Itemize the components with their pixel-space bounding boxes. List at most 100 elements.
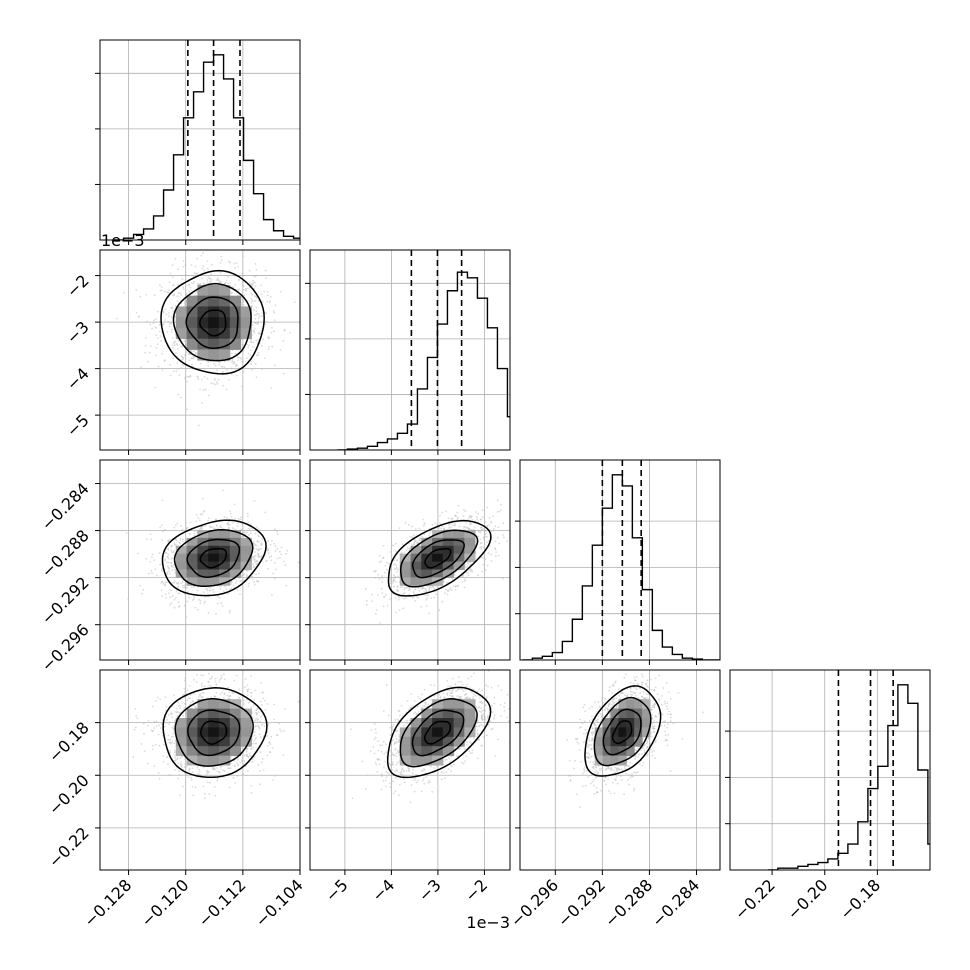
- scatter-point: [246, 357, 249, 360]
- density-block: [197, 349, 209, 361]
- scatter-point: [469, 524, 472, 526]
- scatter-point: [378, 561, 381, 564]
- scatter-point: [194, 265, 197, 268]
- scatter-point: [152, 322, 155, 324]
- scatter-point: [206, 589, 209, 592]
- scatter-point: [182, 266, 185, 268]
- scatter-point: [480, 518, 482, 521]
- scatter-point: [246, 512, 249, 515]
- scatter-point: [191, 363, 193, 366]
- scatter-point: [163, 725, 166, 728]
- scatter-point: [402, 607, 405, 610]
- density-block: [208, 530, 220, 539]
- scatter-point: [217, 361, 220, 363]
- scatter-point: [248, 269, 251, 272]
- scatter-point: [227, 260, 230, 263]
- density-block: [219, 285, 231, 297]
- density-block: [208, 285, 220, 297]
- scatter-point: [234, 518, 237, 520]
- scatter-point: [375, 609, 378, 611]
- scatter-point: [174, 352, 177, 355]
- scatter-point: [192, 282, 195, 285]
- scatter-point: [209, 526, 212, 529]
- scatter-point: [173, 341, 176, 344]
- scatter-point: [123, 292, 125, 294]
- scatter-point: [435, 593, 438, 596]
- scatter-point: [159, 526, 162, 529]
- scatter-point: [470, 515, 473, 518]
- scatter-point: [229, 583, 232, 586]
- density-block: [197, 295, 209, 307]
- scatter-point: [251, 293, 254, 296]
- scatter-point: [269, 543, 272, 546]
- scatter-point: [175, 524, 177, 527]
- scatter-point: [466, 572, 469, 574]
- scatter-point: [253, 580, 256, 583]
- scatter-point: [261, 315, 263, 317]
- scatter-point: [155, 720, 158, 722]
- panel-frame: [309, 249, 511, 451]
- scatter-point: [418, 527, 421, 530]
- scatter-point: [171, 551, 174, 554]
- scatter-point: [185, 521, 188, 524]
- scatter-point: [221, 605, 224, 607]
- scatter-point: [184, 377, 186, 379]
- scatter-point: [177, 585, 180, 588]
- scatter-point: [253, 558, 256, 561]
- scatter-point: [463, 526, 465, 528]
- scatter-point: [381, 577, 384, 580]
- scatter-point: [488, 516, 491, 519]
- scatter-point: [404, 521, 407, 524]
- density-block: [453, 530, 465, 539]
- scatter-point: [392, 578, 395, 580]
- scatter-point: [258, 313, 260, 316]
- scatter-point: [268, 336, 271, 339]
- scatter-point: [252, 742, 255, 745]
- scatter-point: [377, 573, 380, 576]
- scatter-point: [228, 611, 231, 614]
- scatter-point: [142, 589, 145, 591]
- scatter-point: [237, 522, 239, 525]
- scatter-point: [169, 364, 172, 366]
- scatter-point: [225, 279, 228, 282]
- scatter-point: [270, 331, 273, 334]
- scatter-point: [206, 267, 209, 270]
- scatter-point: [170, 545, 173, 548]
- scatter-point: [253, 314, 256, 317]
- scatter-point: [184, 264, 187, 267]
- scatter-point: [216, 369, 218, 372]
- scatter-point: [451, 588, 453, 591]
- scatter-point: [222, 590, 225, 592]
- scatter-point: [405, 597, 407, 599]
- scatter-point: [250, 292, 253, 295]
- scatter-point: [393, 563, 395, 566]
- scatter-point: [169, 589, 172, 591]
- scatter-point: [235, 374, 238, 377]
- scatter-point: [416, 541, 419, 544]
- scatter-point: [221, 371, 224, 374]
- scatter-point: [285, 552, 287, 555]
- scatter-point: [175, 590, 178, 592]
- scatter-point: [390, 578, 392, 581]
- scatter-point: [202, 497, 204, 500]
- scatter-point: [250, 363, 253, 366]
- scatter-point: [384, 565, 387, 567]
- density-block: [197, 545, 209, 555]
- scatter-point: [182, 540, 184, 543]
- scatter-point: [168, 592, 170, 594]
- scatter-point: [149, 533, 152, 535]
- scatter-point: [441, 511, 443, 514]
- scatter-point: [393, 559, 395, 562]
- density-block: [432, 553, 444, 563]
- contour-level-2: [172, 283, 252, 362]
- scatter-point: [170, 557, 173, 560]
- scatter-point: [257, 317, 260, 320]
- scatter-point: [482, 563, 485, 566]
- scatter-point: [235, 363, 238, 366]
- scatter-point: [199, 600, 202, 602]
- scatter-point: [255, 563, 258, 565]
- scatter-point: [171, 337, 174, 339]
- scatter-point: [171, 740, 174, 743]
- scatter-point: [171, 316, 173, 319]
- scatter-point: [165, 597, 168, 599]
